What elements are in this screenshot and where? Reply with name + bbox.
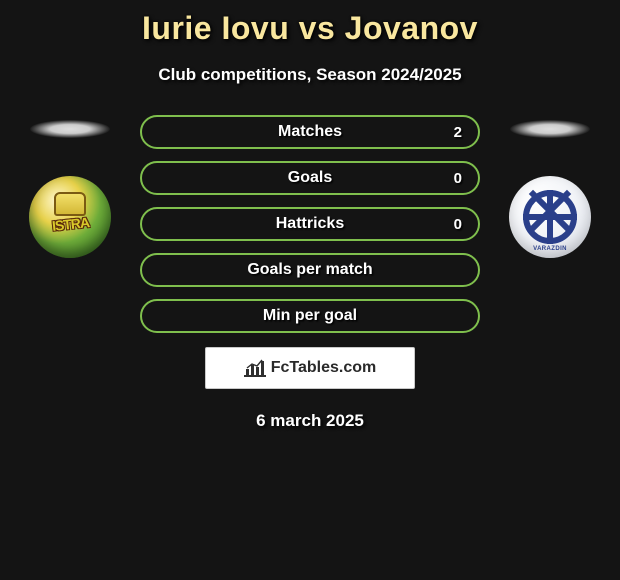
right-club-name-small: VARAZDIN [509,246,591,252]
right-player-column: VARAZDIN [500,115,600,258]
left-player-column [20,115,120,258]
stat-label: Goals per match [247,261,372,279]
stat-row-hattricks: Hattricks 0 [140,207,480,241]
stat-row-min-per-goal: Min per goal [140,299,480,333]
comparison-area: Matches 2 Goals 0 Hattricks 0 Goals per … [0,115,620,333]
stat-right-value: 2 [454,124,462,141]
stat-right-value: 0 [454,170,462,187]
stats-column: Matches 2 Goals 0 Hattricks 0 Goals per … [140,115,480,333]
fctables-label: FcTables.com [271,359,377,377]
bar-chart-icon [244,359,266,377]
right-player-placeholder [510,120,590,138]
stat-row-goals: Goals 0 [140,161,480,195]
page-title: Iurie Iovu vs Jovanov [0,0,620,47]
stat-row-goals-per-match: Goals per match [140,253,480,287]
page-subtitle: Club competitions, Season 2024/2025 [0,65,620,85]
stat-label: Matches [278,123,342,141]
footer-date: 6 march 2025 [0,411,620,431]
left-club-badge [29,176,111,258]
right-club-badge: VARAZDIN [509,176,591,258]
stat-row-matches: Matches 2 [140,115,480,149]
stat-label: Hattricks [276,215,344,233]
stat-right-value: 0 [454,216,462,233]
left-player-placeholder [30,120,110,138]
fctables-link[interactable]: FcTables.com [205,347,415,389]
stat-label: Min per goal [263,307,357,325]
stat-label: Goals [288,169,332,187]
